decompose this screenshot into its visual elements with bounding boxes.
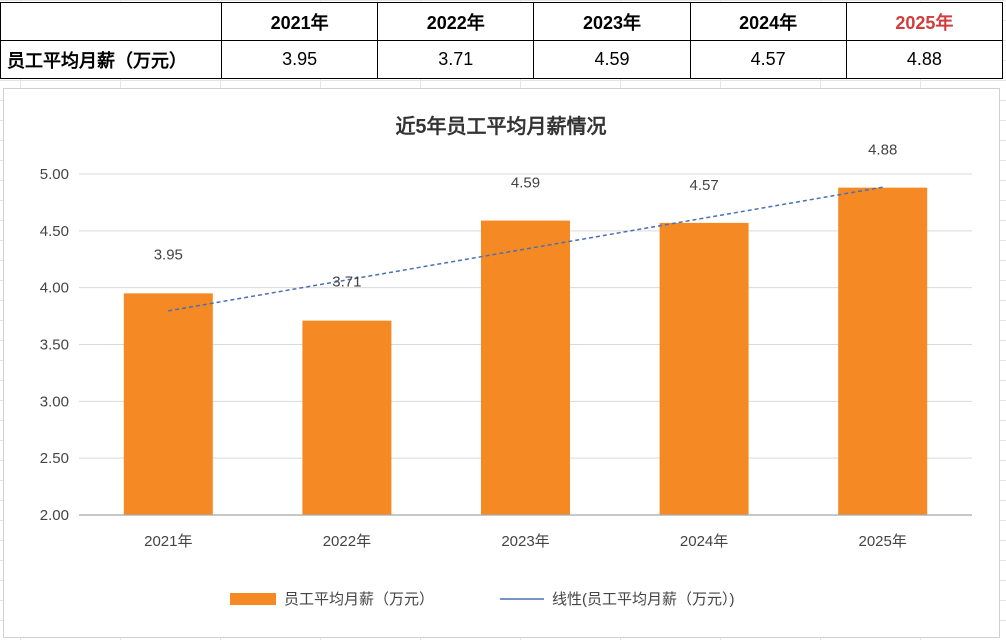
table-header-row: 2021年 2022年 2023年 2024年 2025年 (0, 2, 1003, 41)
x-tick-label: 2022年 (323, 533, 371, 550)
y-tick-label: 2.00 (40, 507, 69, 524)
legend: 员工平均月薪（万元） 线性(员工平均月薪（万元）) (230, 591, 735, 608)
bar-2021年 (123, 293, 213, 515)
value-cell-2025[interactable]: 4.88 (845, 40, 1003, 79)
y-tick-label: 3.00 (40, 393, 69, 410)
table-corner-cell[interactable] (0, 2, 222, 41)
x-tick-label: 2025年 (859, 533, 907, 550)
trendline (168, 186, 883, 312)
value-cell-2023[interactable]: 4.59 (533, 40, 691, 79)
bar-2025年 (838, 187, 928, 515)
y-tick-label: 5.00 (40, 166, 69, 183)
year-header-2023[interactable]: 2023年 (533, 2, 691, 41)
chart-container[interactable]: 近5年员工平均月薪情况 3.95 3.71 4.59 4.57 4.88 2.00 2.5… (3, 88, 1000, 638)
chart-title: 近5年员工平均月薪情况 (395, 114, 606, 138)
y-tick-label: 4.00 (40, 280, 69, 297)
bars (123, 187, 928, 516)
table-row: 员工平均月薪（万元） 3.95 3.71 4.59 4.57 4.88 (0, 40, 1003, 79)
data-table: 2021年 2022年 2023年 2024年 2025年 员工平均月薪（万元）… (0, 2, 1003, 79)
data-label: 4.88 (868, 142, 897, 159)
axes: 2.00 2.50 3.00 3.50 4.00 4.50 5.00 2021年 2022年 20… (40, 166, 972, 550)
y-tick-label: 4.50 (40, 223, 69, 240)
bar-2024年 (659, 222, 749, 516)
data-label: 3.95 (154, 246, 183, 263)
x-tick-label: 2021年 (144, 533, 192, 550)
year-header-2022[interactable]: 2022年 (377, 2, 535, 41)
year-header-2024[interactable]: 2024年 (689, 2, 847, 41)
value-cell-2024[interactable]: 4.57 (689, 40, 847, 79)
legend-label-bar: 员工平均月薪（万元） (284, 591, 434, 608)
data-label: 4.57 (689, 177, 718, 194)
trendline-line (168, 186, 883, 312)
bar-2023年 (481, 220, 570, 515)
bar-2022年 (302, 320, 392, 515)
x-tick-label: 2024年 (680, 533, 728, 550)
y-tick-label: 2.50 (40, 450, 69, 467)
bar-chart: 近5年员工平均月薪情况 3.95 3.71 4.59 4.57 4.88 2.00 2.5… (40, 114, 972, 608)
value-cell-2022[interactable]: 3.71 (377, 40, 535, 79)
year-header-2021[interactable]: 2021年 (220, 2, 379, 41)
data-label: 4.59 (511, 175, 540, 192)
year-header-2025[interactable]: 2025年 (845, 2, 1003, 41)
legend-swatch-bar (230, 593, 276, 605)
y-tick-label: 3.50 (40, 337, 69, 354)
row-label-cell[interactable]: 员工平均月薪（万元） (0, 40, 222, 79)
data-labels: 3.95 3.71 4.59 4.57 4.88 (154, 142, 898, 291)
x-tick-label: 2023年 (501, 533, 549, 550)
legend-label-trendline: 线性(员工平均月薪（万元）) (552, 591, 735, 608)
data-label: 3.71 (332, 274, 361, 291)
value-cell-2021[interactable]: 3.95 (220, 40, 379, 79)
